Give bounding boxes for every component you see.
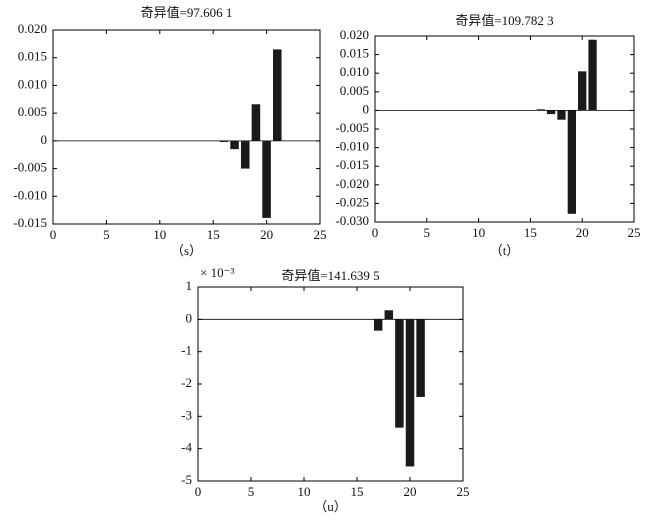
bar (588, 39, 597, 111)
y-tick-label: 0.020 (18, 21, 47, 36)
y-tick-label: -0.010 (335, 139, 369, 154)
y-tick-label: 0.010 (18, 76, 47, 91)
y-tick-label: 0.010 (340, 64, 369, 79)
bar (546, 110, 556, 115)
bar (567, 110, 576, 214)
caption: （u） (314, 499, 347, 514)
y-tick-label: 0.005 (18, 104, 47, 119)
bar (416, 319, 425, 397)
x-tick-label: 5 (248, 484, 255, 499)
x-tick-label: 15 (207, 227, 220, 242)
x-tick-label: 20 (576, 225, 589, 240)
y-tick-label: 0 (186, 310, 193, 325)
y-tick-label: -0.025 (335, 194, 369, 209)
x-tick-label: 0 (372, 225, 379, 240)
x-tick-label: 10 (153, 227, 166, 242)
x-tick-label: 15 (524, 225, 537, 240)
x-tick-label: 0 (195, 484, 202, 499)
caption: （s） (171, 243, 202, 258)
y-tick-label: -1 (181, 343, 192, 358)
bar (262, 140, 271, 218)
y-tick-label: 0.020 (340, 27, 369, 42)
y-tick-label: -2 (181, 375, 192, 390)
bar (384, 310, 394, 320)
caption: （t） (490, 243, 520, 258)
axes-frame (197, 286, 464, 482)
scale-label: × 10⁻³ (200, 265, 234, 280)
axes-frame (52, 29, 321, 225)
bar (536, 109, 545, 111)
bar (251, 104, 261, 141)
y-tick-label: -0.015 (335, 157, 369, 172)
y-tick-label: 0.015 (340, 46, 369, 61)
y-tick-label: -0.030 (335, 213, 369, 228)
y-tick-label: -0.005 (13, 160, 47, 175)
y-tick-label: -0.015 (13, 215, 47, 230)
y-tick-label: -4 (181, 440, 192, 455)
y-tick-label: -0.020 (335, 176, 369, 191)
y-tick-label: -5 (181, 472, 192, 487)
bar (395, 319, 404, 428)
chart-title: 奇异值=109.782 3 (455, 13, 553, 28)
y-tick-label: 1 (186, 278, 193, 293)
bar (557, 110, 566, 120)
y-tick-label: -0.010 (13, 187, 47, 202)
bar (230, 140, 239, 150)
bar (373, 319, 383, 331)
chart-title: 奇异值=141.639 5 (281, 268, 379, 283)
bar (240, 140, 250, 169)
x-tick-label: 0 (50, 227, 57, 242)
x-tick-label: 20 (260, 227, 273, 242)
y-tick-label: 0.005 (340, 83, 369, 98)
x-tick-label: 5 (103, 227, 110, 242)
axes-frame (374, 35, 635, 223)
x-tick-label: 25 (457, 484, 470, 499)
x-tick-label: 25 (314, 227, 327, 242)
y-tick-label: 0.015 (18, 49, 47, 64)
bar (578, 71, 587, 111)
y-tick-label: -3 (181, 407, 192, 422)
x-tick-label: 10 (472, 225, 485, 240)
x-tick-label: 20 (404, 484, 417, 499)
bar (273, 49, 282, 141)
bar (405, 319, 415, 467)
y-tick-label: 0 (363, 101, 370, 116)
y-tick-label: 0 (41, 132, 48, 147)
chart-title: 奇异值=97.606 1 (141, 5, 233, 20)
y-tick-label: -0.005 (335, 120, 369, 135)
x-tick-label: 5 (424, 225, 431, 240)
x-tick-label: 15 (351, 484, 364, 499)
x-tick-label: 10 (298, 484, 311, 499)
bar (219, 140, 229, 142)
x-tick-label: 25 (628, 225, 641, 240)
